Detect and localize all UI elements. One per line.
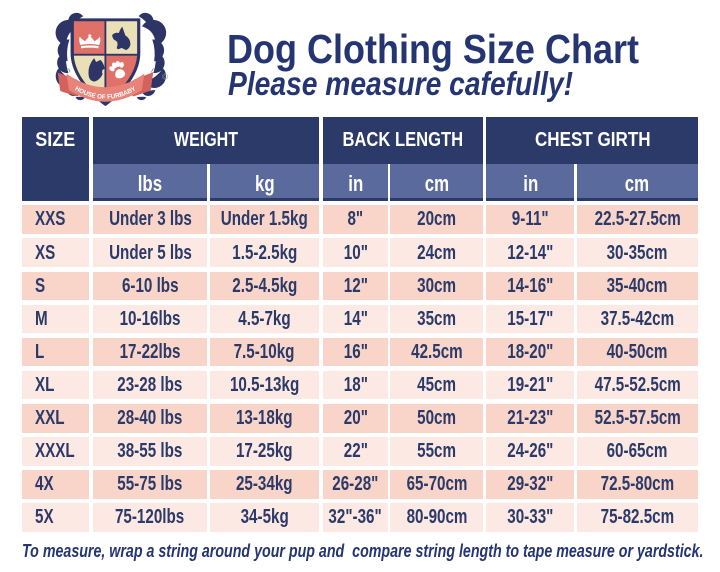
- svg-text:©: ©: [162, 72, 168, 81]
